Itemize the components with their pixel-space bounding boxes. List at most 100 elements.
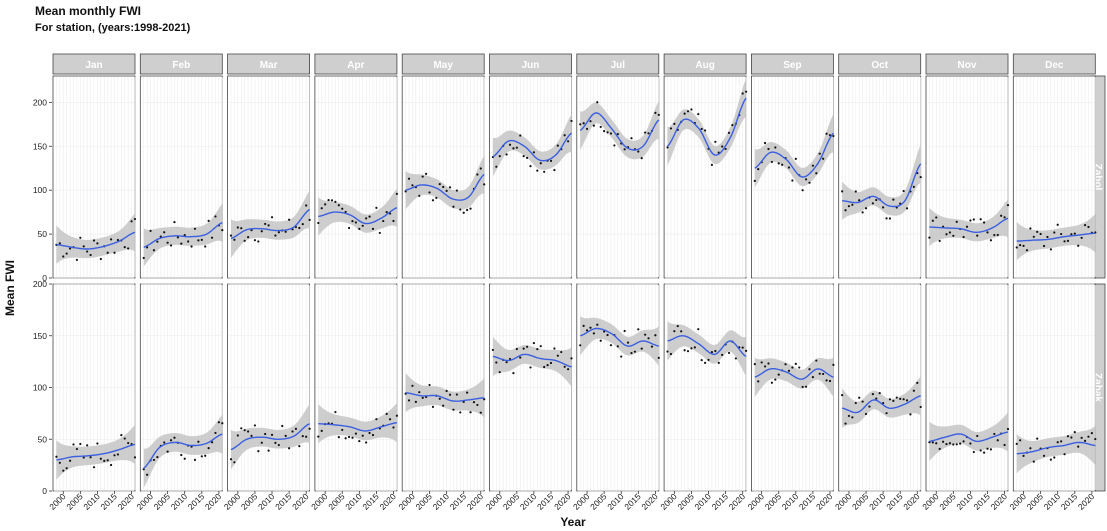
point-Zahak-Jun [519, 356, 522, 359]
point-Zabol-Aug [666, 146, 669, 149]
point-Zabol-May [466, 208, 469, 212]
strip-label-Jun: Jun [522, 60, 540, 71]
point-Zabol-Jul [644, 131, 647, 134]
x-tick-label-2010: 2010 [867, 491, 888, 512]
point-Zabol-Sep [808, 181, 811, 184]
point-Zahak-Dec [1094, 437, 1097, 441]
point-Zahak-Jun [525, 345, 529, 348]
point-Zabol-Feb [152, 249, 156, 252]
point-Zahak-Apr [344, 437, 347, 440]
point-Zahak-Mar [260, 441, 263, 444]
point-Zahak-Apr [354, 432, 357, 435]
point-Zabol-Jul [647, 132, 650, 135]
point-Zahak-Mar [291, 430, 294, 433]
point-Zabol-Apr [358, 227, 361, 230]
x-tick-label-2010: 2010 [780, 491, 801, 512]
point-Zabol-Jun [512, 147, 515, 150]
point-Zabol-Jan [113, 251, 116, 254]
confidence-band-Zahak-May [405, 373, 485, 418]
point-Zabol-Apr [354, 221, 357, 224]
point-Zabol-Sep [774, 146, 777, 149]
confidence-band-Zahak-Jan [56, 424, 135, 480]
point-Zabol-Jun [522, 155, 525, 158]
point-Zabol-Jun [556, 144, 559, 147]
point-Zahak-Dec [1070, 436, 1073, 439]
point-Zabol-Jul [579, 123, 582, 126]
point-Zahak-Apr [317, 435, 320, 438]
x-tick-label-2005: 2005 [850, 491, 871, 512]
point-Zabol-Jul [616, 133, 619, 136]
confidence-band-Zahak-Aug [667, 321, 747, 377]
point-Zabol-Jan [62, 255, 65, 258]
point-Zahak-Aug [680, 330, 683, 333]
point-Zabol-Dec [1073, 232, 1076, 235]
smooth-line-Zahak-Nov [929, 431, 1009, 443]
point-Zahak-Feb [210, 441, 214, 444]
point-Zahak-Feb [156, 455, 159, 459]
point-Zahak-Feb [217, 421, 220, 424]
point-Zabol-Apr [320, 207, 323, 210]
point-Zabol-Oct [841, 190, 844, 193]
y-tick-label-Zabol-150: 150 [33, 141, 47, 151]
point-Zabol-Mar [233, 238, 236, 241]
point-Zabol-Feb [183, 234, 186, 237]
confidence-band-Zahak-Jun [492, 336, 572, 387]
point-Zabol-Jul [599, 125, 602, 129]
point-Zahak-Jun [512, 372, 515, 375]
point-Zabol-Jan [75, 258, 79, 262]
point-Zabol-Oct [851, 203, 854, 206]
point-Zabol-May [455, 189, 458, 192]
point-Zahak-Sep [818, 372, 821, 375]
point-Zahak-Sep [832, 363, 835, 367]
point-Zahak-Jun [539, 345, 542, 348]
point-Zahak-Jul [647, 337, 650, 340]
point-Zahak-Nov [955, 443, 958, 446]
point-Zabol-Feb [166, 241, 169, 244]
point-Zabol-Nov [1003, 216, 1006, 219]
smooth-line-Zabol-Oct [842, 163, 922, 208]
point-Zabol-Feb [221, 229, 224, 232]
strip-Jun [489, 53, 572, 75]
y-tick-label-Zahak-150: 150 [33, 331, 47, 341]
point-Zabol-Sep [794, 157, 797, 160]
point-Zahak-Mar [247, 430, 250, 433]
point-Zahak-Jun [505, 361, 508, 364]
point-Zahak-Jun [566, 368, 570, 371]
point-Zahak-Mar [281, 424, 284, 428]
point-Zabol-Mar [274, 234, 277, 237]
x-tick-label-2010: 2010 [605, 491, 626, 512]
x-tick-label-2000: 2000 [135, 491, 156, 512]
smooth-line-Zabol-Jul [579, 112, 660, 151]
point-Zabol-Jan [123, 246, 126, 249]
point-Zahak-Sep [770, 381, 774, 384]
smooth-line-Zahak-Jul [579, 327, 659, 347]
smooth-line-Zabol-Aug [666, 97, 747, 156]
point-Zahak-Nov [979, 449, 982, 452]
y-axis-title: Mean FWI [3, 260, 17, 316]
point-Zahak-Apr [395, 414, 398, 417]
point-Zahak-Jan [99, 457, 102, 460]
point-Zabol-Jul [623, 148, 626, 151]
point-Zahak-Aug [700, 358, 703, 362]
point-Zabol-Sep [763, 141, 767, 145]
point-Zahak-Jul [599, 339, 602, 342]
point-Zabol-Jul [603, 130, 606, 133]
point-Zahak-Sep [815, 359, 818, 362]
x-tick-label-2015: 2015 [535, 491, 556, 512]
point-Zabol-Jul [585, 127, 589, 130]
point-Zabol-Sep [767, 147, 770, 151]
point-Zahak-May [476, 403, 479, 407]
point-Zahak-Nov [941, 440, 945, 443]
point-Zabol-Apr [375, 206, 378, 209]
strip-label-May: May [433, 60, 453, 71]
point-Zabol-Jun [543, 170, 546, 173]
point-Zabol-Sep [777, 162, 780, 165]
point-Zabol-Jan [65, 252, 68, 255]
point-Zabol-Mar [288, 218, 291, 221]
point-Zabol-Jan [86, 250, 89, 253]
point-Zabol-Jul [606, 131, 609, 134]
point-Zabol-Sep [811, 164, 815, 167]
point-Zabol-Oct [847, 205, 851, 208]
point-Zahak-Mar [270, 433, 274, 436]
x-tick-label-2015: 2015 [622, 491, 643, 512]
